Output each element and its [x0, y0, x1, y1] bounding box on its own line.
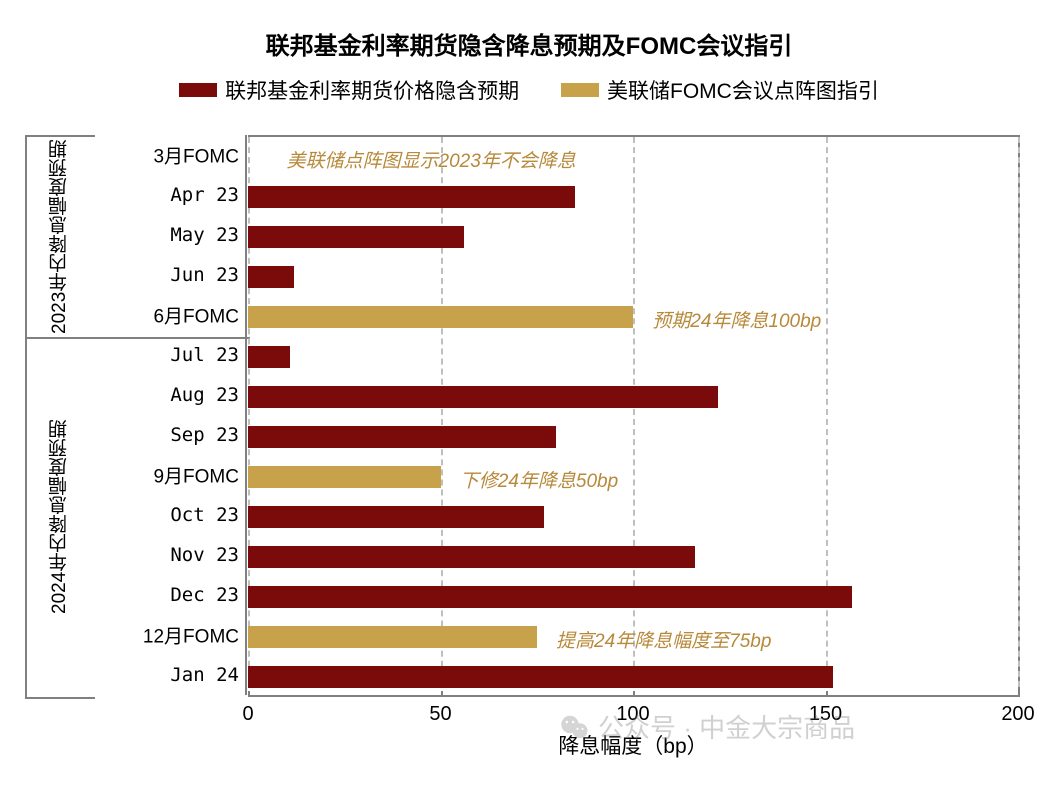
y-tick-label: 9月FOMC — [153, 462, 239, 489]
annotation: 下修24年降息50bp — [460, 466, 618, 493]
legend-item-futures: 联邦基金利率期货价格隐含预期 — [179, 75, 519, 105]
grid-line — [1018, 137, 1020, 697]
wechat-icon — [560, 712, 590, 742]
x-tick — [441, 691, 443, 697]
y-tick-label: Jun 23 — [170, 264, 239, 286]
x-tick — [1018, 691, 1020, 697]
bar-row — [248, 306, 633, 328]
annotation: 美联储点阵图显示2023年不会降息 — [287, 146, 576, 173]
bar-futures — [248, 226, 464, 248]
x-tick-label: 200 — [1001, 703, 1034, 726]
bar-futures — [248, 586, 852, 608]
x-tick — [826, 691, 828, 697]
bar-row — [248, 186, 575, 208]
bar-row — [248, 546, 695, 568]
group-label: 2023年内降息幅度预期 — [50, 137, 71, 337]
bar-row — [248, 226, 464, 248]
bar-fomc — [248, 306, 633, 328]
y-axis-labels: 3月FOMC Apr 23 May 23 Jun 23 6月FOMC Jul 23 Aug … — [95, 135, 245, 695]
annotation: 预期24年降息100bp — [652, 306, 821, 333]
bar-row — [248, 466, 441, 488]
x-tick — [633, 691, 635, 697]
plot-area: 美联储点阵图显示2023年不会降息预期24年降息100bp 下修24年降息50bp… — [248, 135, 1020, 697]
legend-swatch-a — [179, 83, 217, 97]
y-tick-label: Nov 23 — [170, 544, 239, 566]
grid-line — [248, 137, 250, 697]
bar-futures — [248, 346, 290, 368]
bar-row — [248, 386, 718, 408]
group-axis: 2023年内降息幅度预期2024年内降息幅度预期 — [25, 135, 95, 699]
bar-row — [248, 266, 294, 288]
chart-container: 联邦基金利率期货隐含降息预期及FOMC会议指引 联邦基金利率期货价格隐含预期 美… — [0, 0, 1058, 795]
grid-line — [633, 137, 635, 697]
bar-row — [248, 506, 544, 528]
y-tick-label: Aug 23 — [170, 384, 239, 406]
grid-line — [826, 137, 828, 697]
bar-futures — [248, 386, 718, 408]
y-tick-label: Oct 23 — [170, 504, 239, 526]
y-tick-label: 12月FOMC — [143, 622, 239, 649]
bar-futures — [248, 186, 575, 208]
x-tick-label: 50 — [429, 703, 451, 726]
watermark: 公众号 · 中金大宗商品 — [560, 708, 855, 745]
chart-title: 联邦基金利率期货隐含降息预期及FOMC会议指引 — [0, 0, 1058, 61]
legend-label-b: 美联储FOMC会议点阵图指引 — [607, 75, 879, 105]
y-tick-label: Jul 23 — [170, 344, 239, 366]
legend-label-a: 联邦基金利率期货价格隐含预期 — [225, 75, 519, 105]
bar-futures — [248, 266, 294, 288]
watermark-text: 公众号 · 中金大宗商品 — [598, 708, 855, 745]
bar-futures — [248, 506, 544, 528]
annotation: 提高24年降息幅度至75bp — [556, 626, 771, 653]
legend: 联邦基金利率期货价格隐含预期 美联储FOMC会议点阵图指引 — [0, 75, 1058, 105]
y-tick-label: 6月FOMC — [153, 302, 239, 329]
legend-item-fomc: 美联储FOMC会议点阵图指引 — [561, 75, 879, 105]
bar-fomc — [248, 466, 441, 488]
group-label: 2024年内降息幅度预期 — [50, 337, 71, 697]
y-tick-label: Jan 24 — [170, 664, 239, 686]
y-axis-border — [245, 135, 247, 695]
y-tick-label: Sep 23 — [170, 424, 239, 446]
bar-row — [248, 666, 833, 688]
y-tick-label: Dec 23 — [170, 584, 239, 606]
bar-futures — [248, 426, 556, 448]
bar-fomc — [248, 626, 537, 648]
y-tick-label: May 23 — [170, 224, 239, 246]
x-tick-label: 0 — [242, 703, 253, 726]
bar-futures — [248, 546, 695, 568]
x-tick — [248, 691, 250, 697]
legend-swatch-b — [561, 83, 599, 97]
bar-row — [248, 426, 556, 448]
bar-row — [248, 586, 852, 608]
bar-row — [248, 626, 537, 648]
grid-line — [441, 137, 443, 697]
y-tick-label: Apr 23 — [170, 184, 239, 206]
y-tick-label: 3月FOMC — [153, 142, 239, 169]
bar-row — [248, 346, 290, 368]
bar-futures — [248, 666, 833, 688]
